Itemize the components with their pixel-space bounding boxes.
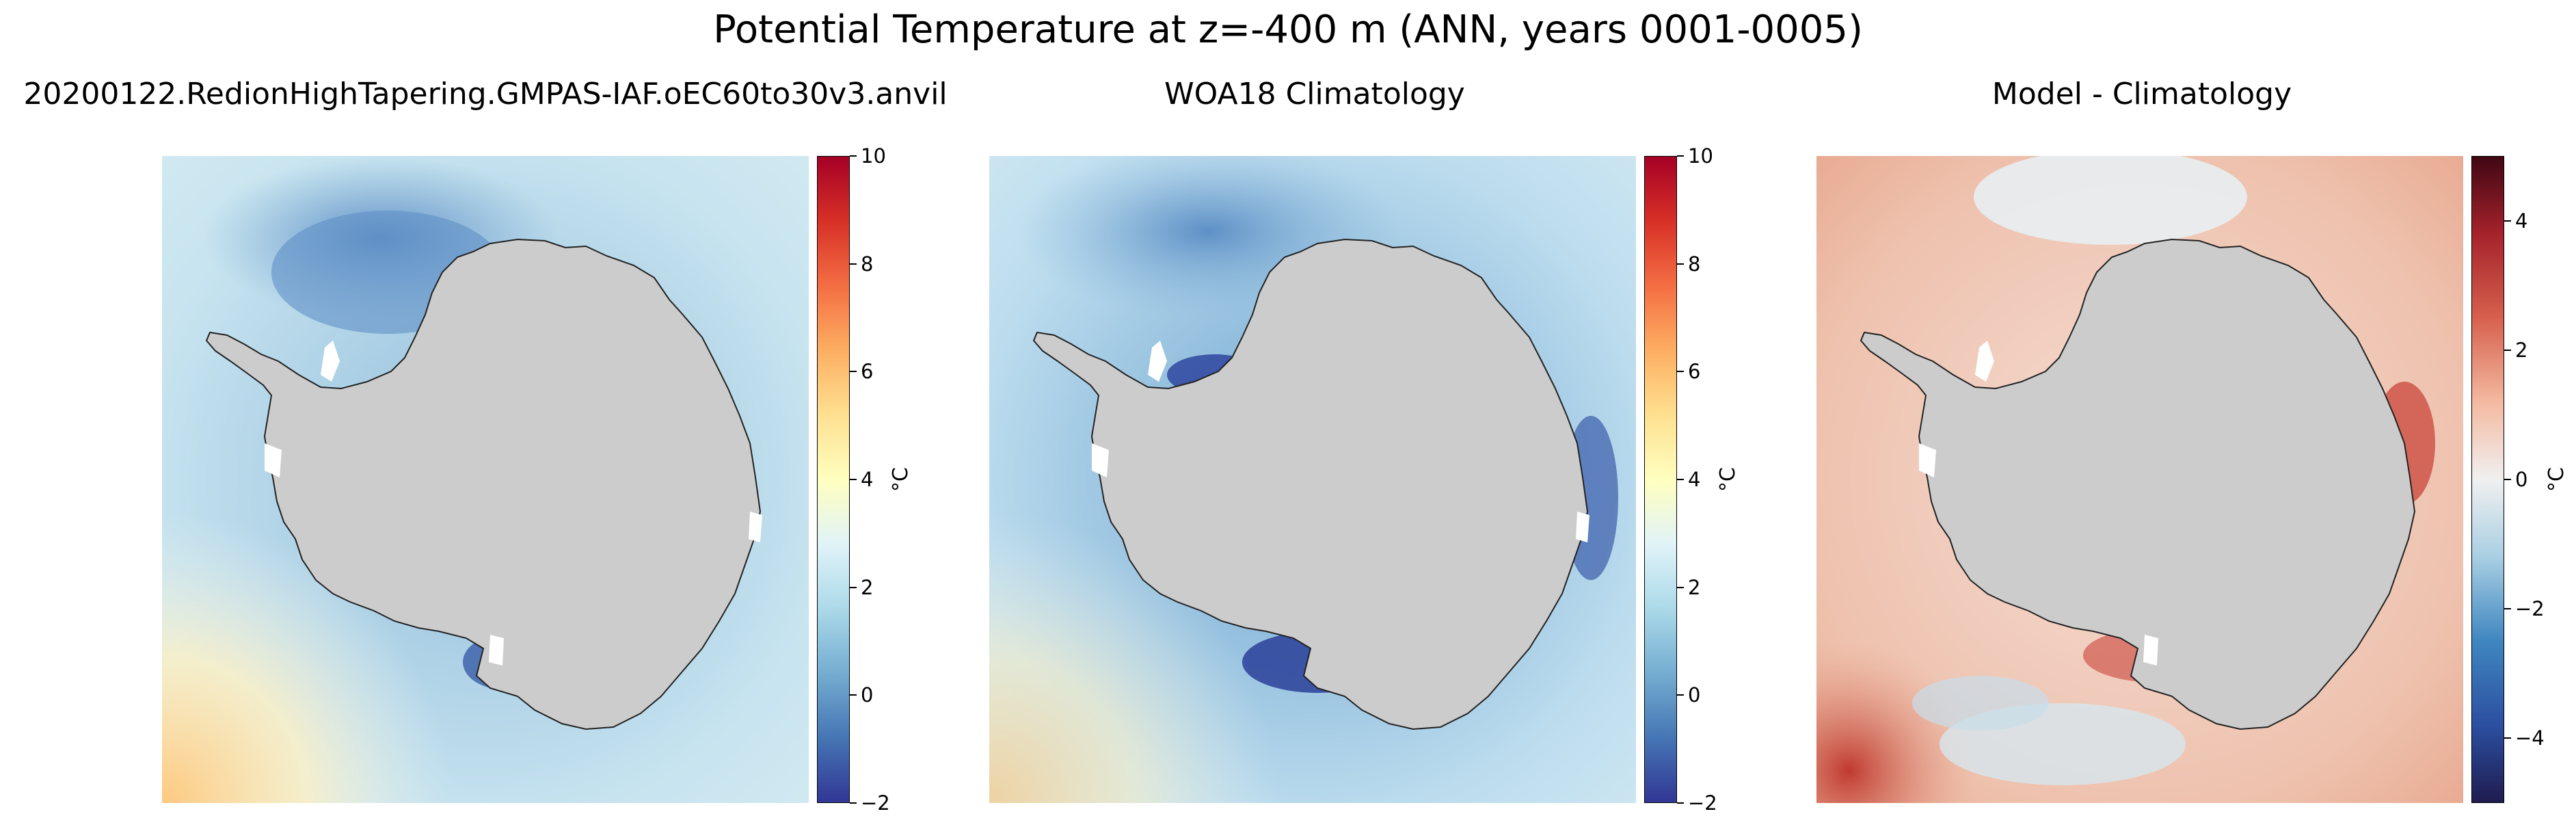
colorbar-tick-label: −4	[2515, 726, 2545, 750]
colorbar-tick-label: 0	[1688, 683, 1701, 707]
ice-shelf-mask	[321, 341, 340, 382]
figure-title: Potential Temperature at z=-400 m (ANN, …	[713, 8, 1863, 52]
colorbar-model	[816, 155, 850, 804]
colorbar-bias	[2471, 155, 2505, 804]
ice-shelf-mask	[749, 512, 762, 542]
colorbar-climatology	[1643, 155, 1678, 804]
ice-shelf-mask	[1576, 512, 1589, 542]
ice-shelf-mask	[2143, 635, 2158, 666]
ice-shelf-mask	[265, 443, 282, 477]
colorbar-tick-label: −2	[1688, 791, 1717, 815]
panel-title-climatology: WOA18 Climatology	[1164, 77, 1465, 111]
colorbar-tick-mark	[1677, 263, 1684, 265]
colorbar-tick-mark	[1677, 155, 1684, 157]
map-climatology	[989, 156, 1636, 803]
colorbar-gradient	[1643, 155, 1678, 804]
colorbar-tick-mark	[1677, 694, 1684, 696]
colorbar-tick-mark	[2504, 220, 2511, 222]
ice-shelf-mask	[489, 635, 504, 666]
colorbar-tick-label: 0	[2515, 468, 2528, 491]
cool-bias-region	[1912, 676, 2049, 731]
colorbar-tick-mark	[850, 263, 857, 265]
colorbar-tick-mark	[2504, 737, 2511, 739]
near-zero-bias-region	[1974, 156, 2247, 245]
colorbar-tick-label: 6	[1688, 360, 1701, 384]
map-bias	[1816, 156, 2463, 803]
colorbar-tick-mark	[1677, 371, 1684, 373]
map-model	[162, 156, 809, 803]
ice-shelf-mask	[1975, 341, 1994, 382]
colorbar-tick-label: 2	[861, 575, 874, 599]
colorbar-tick-mark	[2504, 608, 2511, 610]
panel-title-model: 20200122.RedionHighTapering.GMPAS-IAF.oE…	[23, 77, 948, 111]
colorbar-gradient	[2471, 155, 2505, 804]
colorbar-tick-label: 2	[1688, 575, 1701, 599]
ice-shelf-mask	[1148, 341, 1167, 382]
colorbar-label-model: °C	[888, 467, 913, 492]
colorbar-tick-mark	[1677, 479, 1684, 480]
colorbar-tick-label: 8	[861, 252, 874, 276]
colorbar-tick-mark	[850, 479, 857, 480]
colorbar-tick-mark	[850, 155, 857, 157]
colorbar-tick-label: 0	[861, 683, 874, 707]
colorbar-tick-mark	[1677, 802, 1684, 804]
colorbar-tick-label: 6	[861, 360, 874, 384]
colorbar-tick-mark	[850, 802, 857, 804]
colorbar-tick-mark	[2504, 349, 2511, 351]
colorbar-tick-label: 10	[861, 144, 886, 168]
colorbar-gradient	[816, 155, 850, 804]
colorbar-tick-mark	[1677, 586, 1684, 588]
colorbar-tick-label: 10	[1688, 144, 1713, 168]
colorbar-tick-label: 2	[2515, 338, 2528, 362]
ice-shelf-mask	[1092, 443, 1109, 477]
colorbar-tick-mark	[850, 371, 857, 373]
panel-title-bias: Model - Climatology	[1991, 77, 2292, 111]
colorbar-tick-mark	[2504, 479, 2511, 480]
colorbar-label-bias: °C	[2544, 467, 2568, 492]
colorbar-tick-label: −2	[861, 791, 890, 815]
colorbar-tick-label: 4	[1688, 468, 1701, 491]
colorbar-tick-label: −2	[2515, 597, 2545, 621]
colorbar-tick-mark	[850, 694, 857, 696]
colorbar-tick-label: 4	[861, 468, 874, 491]
colorbar-label-climatology: °C	[1715, 467, 1740, 492]
colorbar-tick-label: 8	[1688, 252, 1701, 276]
colorbar-tick-mark	[850, 586, 857, 588]
ice-shelf-mask	[1919, 443, 1936, 477]
colorbar-tick-label: 4	[2515, 209, 2528, 233]
